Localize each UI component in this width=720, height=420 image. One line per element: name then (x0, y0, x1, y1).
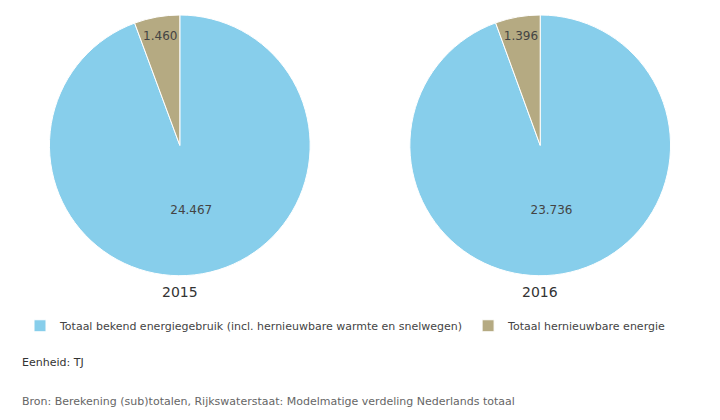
svg-text:2016: 2016 (522, 284, 558, 300)
svg-text:1.460: 1.460 (143, 29, 177, 43)
svg-text:2015: 2015 (162, 284, 198, 300)
svg-text:1.396: 1.396 (504, 29, 538, 43)
svg-text:Eenheid: TJ: Eenheid: TJ (22, 356, 84, 369)
svg-text:24.467: 24.467 (170, 203, 212, 217)
svg-text:Totaal bekend energiegebruik (: Totaal bekend energiegebruik (incl. hern… (59, 320, 462, 333)
svg-text:Bron: Berekening (sub)totalen,: Bron: Berekening (sub)totalen, Rijkswate… (22, 395, 515, 408)
svg-text:Totaal hernieuwbare energie: Totaal hernieuwbare energie (507, 320, 665, 333)
svg-text:23.736: 23.736 (531, 203, 573, 217)
